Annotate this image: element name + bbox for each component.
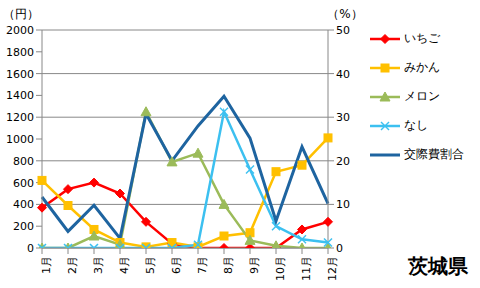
svg-text:11月: 11月 xyxy=(300,256,313,281)
svg-text:6月: 6月 xyxy=(170,256,183,274)
svg-text:200: 200 xyxy=(13,220,34,233)
svg-text:30: 30 xyxy=(336,111,350,124)
svg-text:（円）: （円） xyxy=(8,7,39,21)
svg-text:12月: 12月 xyxy=(326,256,339,281)
svg-text:9月: 9月 xyxy=(248,256,261,274)
svg-text:400: 400 xyxy=(13,198,34,211)
html-text:みかん: みかん xyxy=(404,60,440,74)
svg-text:1200: 1200 xyxy=(8,111,34,124)
svg-text:3月: 3月 xyxy=(92,256,105,274)
svg-text:1月: 1月 xyxy=(40,256,53,274)
svg-text:0: 0 xyxy=(27,242,34,255)
svg-text:600: 600 xyxy=(13,177,34,190)
svg-text:0: 0 xyxy=(336,242,343,255)
svg-text:50: 50 xyxy=(336,24,350,37)
svg-text:1600: 1600 xyxy=(8,68,34,81)
svg-text:10: 10 xyxy=(336,198,350,211)
svg-text:2000: 2000 xyxy=(8,24,34,37)
html-text:メロン: メロン xyxy=(404,89,440,103)
html-text:なし: なし xyxy=(404,118,428,132)
svg-text:5月: 5月 xyxy=(144,256,157,274)
html-text:交際費割合: 交際費割合 xyxy=(404,147,464,161)
svg-text:800: 800 xyxy=(13,155,34,168)
svg-text:7月: 7月 xyxy=(196,256,209,274)
svg-text:1800: 1800 xyxy=(8,46,34,59)
svg-text:8月: 8月 xyxy=(222,256,235,274)
svg-text:40: 40 xyxy=(336,68,350,81)
svg-text:4月: 4月 xyxy=(118,256,131,274)
svg-text:1400: 1400 xyxy=(8,89,34,102)
svg-text:20: 20 xyxy=(336,155,350,168)
svg-text:2月: 2月 xyxy=(66,256,79,274)
svg-text:（%）: （%） xyxy=(327,7,362,21)
html-text:茨城県: 茨城県 xyxy=(408,254,468,278)
html-text:いちご: いちご xyxy=(404,31,440,45)
svg-text:10月: 10月 xyxy=(274,256,287,281)
svg-text:1000: 1000 xyxy=(8,133,34,146)
